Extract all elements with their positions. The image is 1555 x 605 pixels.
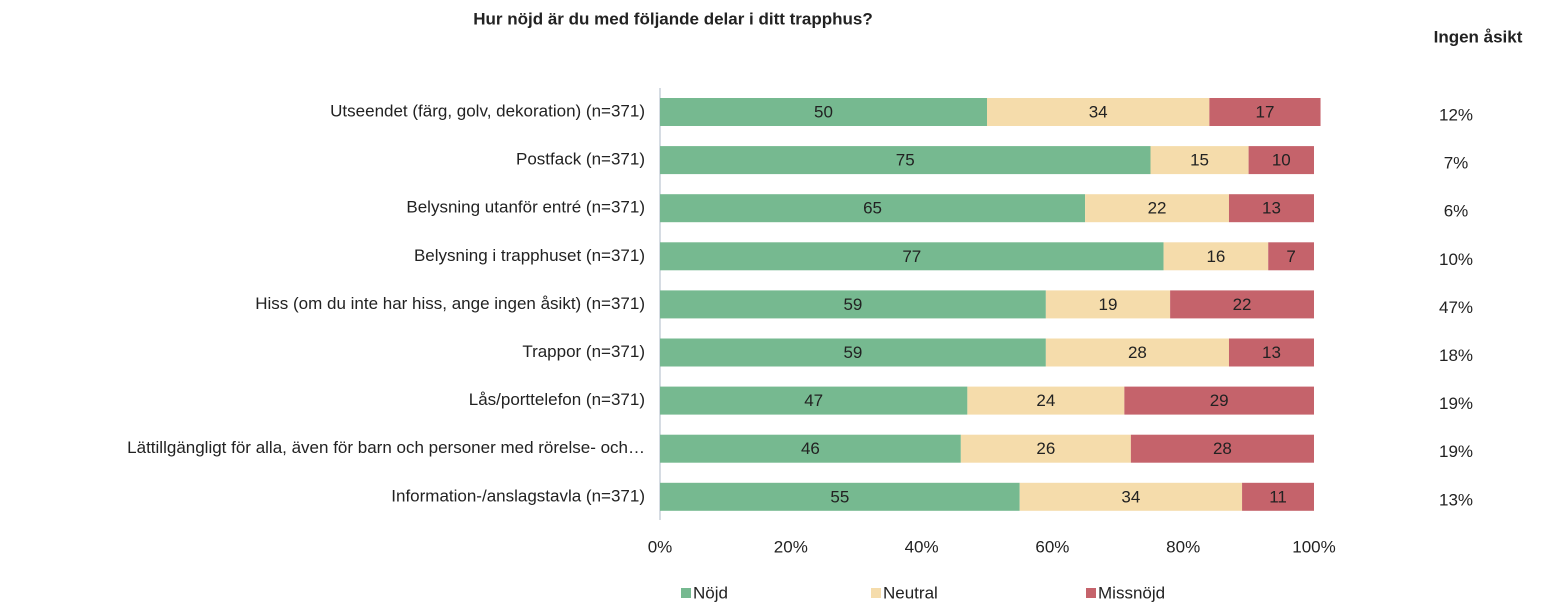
bar-segment [1045, 290, 1171, 319]
data-label: 34 [1121, 487, 1140, 506]
data-label: 22 [1148, 199, 1167, 218]
bar-segment [987, 98, 1210, 126]
side-value: 19% [1439, 442, 1473, 461]
bar-segment [660, 386, 968, 415]
side-value: 12% [1439, 105, 1473, 124]
bar-segment [1242, 482, 1314, 511]
data-label: 15 [1190, 151, 1209, 170]
legend-label: Neutral [883, 583, 938, 602]
x-tick-label: 0% [648, 537, 673, 556]
bar-segment [1163, 242, 1269, 271]
bar-segment [1045, 338, 1229, 367]
y-tick-label: Information-/anslagstavla (n=371) [391, 486, 645, 505]
bar-segment [1130, 434, 1314, 463]
data-label: 65 [863, 199, 882, 218]
bar-segment [1209, 98, 1321, 126]
side-value: 10% [1439, 250, 1473, 269]
data-label: 24 [1036, 391, 1055, 410]
bar-segment [967, 386, 1125, 415]
bar-segment [1124, 386, 1314, 415]
y-tick-label: Belysning utanför entré (n=371) [406, 198, 645, 217]
y-tick-label: Postfack (n=371) [516, 150, 645, 169]
bar-segment [1150, 146, 1249, 175]
bar-segment [960, 434, 1131, 463]
bar-segment [1228, 338, 1314, 367]
bar-segment [660, 290, 1046, 319]
bar-segment [660, 482, 1020, 511]
legend-label: Missnöjd [1098, 583, 1165, 602]
side-value: 13% [1439, 490, 1473, 509]
x-tick-label: 20% [774, 537, 808, 556]
data-label: 47 [804, 391, 823, 410]
side-value: 6% [1444, 202, 1469, 221]
data-label: 29 [1210, 391, 1229, 410]
y-tick-label: Belysning i trapphuset (n=371) [414, 246, 645, 265]
x-tick-label: 60% [1035, 537, 1069, 556]
chart-title: Hur nöjd är du med följande delar i ditt… [473, 9, 873, 28]
data-label: 34 [1089, 102, 1108, 121]
legend-swatch [1086, 588, 1096, 598]
data-label: 28 [1213, 439, 1232, 458]
x-tick-label: 80% [1166, 537, 1200, 556]
data-label: 59 [843, 295, 862, 314]
y-tick-label: Lättillgängligt för alla, även för barn … [127, 438, 645, 457]
x-tick-label: 40% [905, 537, 939, 556]
data-label: 75 [896, 151, 915, 170]
bar-segment [660, 242, 1164, 271]
bar-segment [660, 98, 987, 126]
bar-segment [1019, 482, 1243, 511]
side-value: 7% [1444, 154, 1469, 173]
bar-segment [660, 434, 961, 463]
data-label: 11 [1269, 487, 1287, 506]
bar-segment [1228, 194, 1314, 223]
side-value: 19% [1439, 394, 1473, 413]
data-label: 13 [1262, 199, 1281, 218]
y-tick-label: Hiss (om du inte har hiss, ange ingen ås… [255, 294, 645, 313]
y-tick-label: Trappor (n=371) [522, 342, 645, 361]
side-value: 18% [1439, 346, 1473, 365]
data-label: 77 [902, 247, 921, 266]
y-tick-label: Lås/porttelefon (n=371) [469, 390, 645, 409]
data-label: 28 [1128, 343, 1147, 362]
bar-segment [1248, 146, 1314, 175]
data-label: 16 [1206, 247, 1225, 266]
data-label: 46 [801, 439, 820, 458]
legend-label: Nöjd [693, 583, 728, 602]
bar-segment [1170, 290, 1314, 319]
data-label: 22 [1233, 295, 1252, 314]
side-value: 47% [1439, 298, 1473, 317]
data-label: 13 [1262, 343, 1281, 362]
bar-segment [1085, 194, 1229, 223]
data-label: 17 [1255, 102, 1274, 121]
bar-segment [660, 338, 1046, 367]
legend-swatch [681, 588, 691, 598]
y-tick-label: Utseendet (färg, golv, dekoration) (n=37… [330, 101, 645, 120]
data-label: 59 [843, 343, 862, 362]
x-tick-label: 100% [1292, 537, 1335, 556]
data-label: 10 [1272, 151, 1291, 170]
side-column-title: Ingen åsikt [1434, 27, 1523, 46]
data-label: 7 [1286, 247, 1295, 266]
data-label: 55 [830, 487, 849, 506]
data-label: 50 [814, 102, 833, 121]
data-label: 19 [1099, 295, 1118, 314]
data-label: 26 [1036, 439, 1055, 458]
bar-segment [660, 194, 1086, 223]
legend-swatch [871, 588, 881, 598]
bar-segment [1268, 242, 1314, 271]
bar-segment [660, 146, 1151, 175]
